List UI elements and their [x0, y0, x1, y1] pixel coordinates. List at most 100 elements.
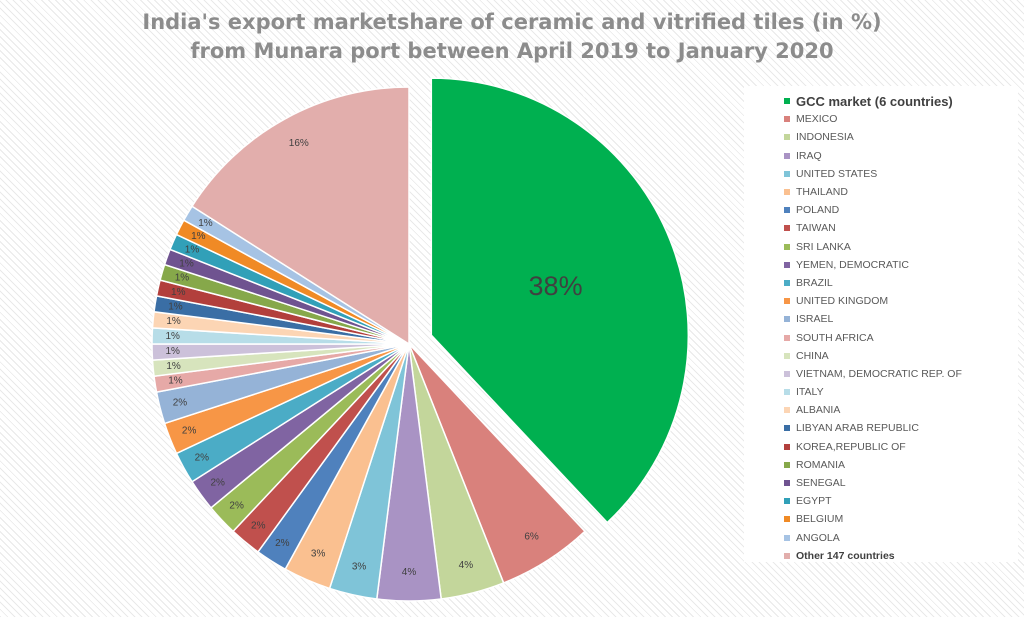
legend-swatch — [784, 389, 790, 396]
slice-label-4: 4% — [402, 567, 417, 578]
legend-item-1: GCC market (6 countries) — [784, 92, 1018, 110]
legend-item-4: IRAQ — [784, 147, 1018, 165]
legend-item-11: BRAZIL — [784, 274, 1018, 292]
legend-label: EGYPT — [796, 495, 832, 508]
legend-item-25: ANGOLA — [784, 529, 1018, 547]
legend-swatch — [784, 279, 790, 286]
slice-label-1: 38% — [529, 271, 583, 301]
legend-item-14: SOUTH AFRICA — [784, 328, 1018, 346]
legend-swatch — [784, 370, 790, 377]
legend-label: GCC market (6 countries) — [796, 93, 953, 109]
legend-swatch — [784, 170, 790, 177]
slice-label-20: 1% — [171, 287, 186, 298]
slice-label-24: 1% — [191, 231, 206, 242]
pie-slice-26 — [190, 86, 410, 346]
legend-item-2: MEXICO — [784, 110, 1018, 128]
slice-label-2: 6% — [524, 532, 539, 543]
pie-slice-1 — [430, 77, 690, 524]
legend-item-21: ROMANIA — [784, 456, 1018, 474]
legend-swatch — [784, 225, 790, 232]
legend-item-20: KOREA,REPUBLIC OF — [784, 438, 1018, 456]
legend-swatch — [784, 480, 790, 487]
legend-label: ISRAEL — [796, 313, 834, 326]
legend-swatch — [784, 352, 790, 359]
legend-item-7: POLAND — [784, 201, 1018, 219]
legend-swatch — [784, 443, 790, 450]
slice-label-6: 3% — [311, 548, 326, 559]
legend-swatch — [784, 534, 790, 541]
legend-swatch — [784, 116, 790, 123]
legend-swatch — [784, 407, 790, 414]
legend-label: INDONESIA — [796, 131, 854, 144]
chart-title: India's export marketshare of ceramic an… — [0, 8, 1024, 66]
legend-label: YEMEN, DEMOCRATIC — [796, 258, 909, 271]
legend-label: POLAND — [796, 204, 840, 217]
slice-label-21: 1% — [175, 273, 190, 284]
slice-label-3: 4% — [459, 560, 474, 571]
legend-label: CHINA — [796, 349, 829, 362]
legend-label: KOREA,REPUBLIC OF — [796, 440, 906, 453]
legend-item-3: INDONESIA — [784, 128, 1018, 146]
slice-label-13: 2% — [173, 397, 188, 408]
legend-label: SRI LANKA — [796, 240, 851, 253]
legend-item-9: SRI LANKA — [784, 238, 1018, 256]
legend-label: ANGOLA — [796, 531, 840, 544]
legend-label: THAILAND — [796, 186, 848, 199]
legend-item-8: TAIWAN — [784, 219, 1018, 237]
legend-swatch — [784, 552, 790, 559]
slice-label-19: 1% — [168, 302, 183, 313]
pie-chart: 38% 6% 4% 4% 3% 3% 2% 2% 2% 2% 2% 2% 2% 1% 1% 1% 1% 1% 1% 1… — [151, 77, 690, 602]
legend-item-16: VIETNAM, DEMOCRATIC REP. OF — [784, 365, 1018, 383]
legend-item-23: EGYPT — [784, 492, 1018, 510]
legend-item-22: SENEGAL — [784, 474, 1018, 492]
legend-item-18: ALBANIA — [784, 401, 1018, 419]
slice-label-12: 2% — [182, 426, 197, 437]
legend-label: UNITED KINGDOM — [796, 295, 889, 308]
legend-item-17: ITALY — [784, 383, 1018, 401]
legend-swatch — [784, 425, 790, 432]
slice-label-14: 1% — [168, 375, 183, 386]
slice-label-22: 1% — [179, 258, 194, 269]
legend-label: SOUTH AFRICA — [796, 331, 874, 344]
chart-title-line-2: from Munara port between April 2019 to J… — [190, 39, 834, 63]
slice-label-26: 16% — [289, 138, 309, 149]
legend-label: MEXICO — [796, 113, 838, 126]
legend-label: TAIWAN — [796, 222, 836, 235]
slice-label-10: 2% — [210, 477, 225, 488]
legend-label: VIETNAM, DEMOCRATIC REP. OF — [796, 367, 962, 380]
legend-swatch — [784, 98, 790, 105]
slice-label-25: 1% — [198, 218, 213, 229]
legend-swatch — [784, 152, 790, 159]
legend-label: BRAZIL — [796, 276, 833, 289]
legend-swatch — [784, 316, 790, 323]
legend-swatch — [784, 516, 790, 523]
legend-item-19: LIBYAN ARAB REPUBLIC — [784, 419, 1018, 437]
legend-label: SENEGAL — [796, 477, 846, 490]
legend-swatch — [784, 298, 790, 305]
slice-label-16: 1% — [165, 346, 180, 357]
slice-label-9: 2% — [229, 500, 244, 511]
slice-label-23: 1% — [185, 245, 200, 256]
legend-swatch — [784, 134, 790, 141]
legend-item-6: THAILAND — [784, 183, 1018, 201]
legend-label: LIBYAN ARAB REPUBLIC — [796, 422, 919, 435]
legend-item-15: CHINA — [784, 347, 1018, 365]
slice-label-15: 1% — [166, 361, 181, 372]
legend-swatch — [784, 261, 790, 268]
legend-label: IRAQ — [796, 149, 822, 162]
legend-item-10: YEMEN, DEMOCRATIC — [784, 256, 1018, 274]
legend-swatch — [784, 498, 790, 505]
legend-label: ROMANIA — [796, 458, 846, 471]
legend-swatch — [784, 243, 790, 250]
legend-item-12: UNITED KINGDOM — [784, 292, 1018, 310]
slice-label-8: 2% — [251, 521, 266, 532]
slice-label-7: 2% — [275, 538, 290, 549]
legend-swatch — [784, 334, 790, 341]
slice-label-17: 1% — [165, 331, 180, 342]
legend-label: Other 147 countries — [796, 549, 895, 562]
legend-item-5: UNITED STATES — [784, 165, 1018, 183]
legend-item-13: ISRAEL — [784, 310, 1018, 328]
slice-label-18: 1% — [166, 316, 181, 327]
legend: GCC market (6 countries) MEXICO INDONESIA I… — [744, 86, 1018, 562]
legend-swatch — [784, 207, 790, 214]
